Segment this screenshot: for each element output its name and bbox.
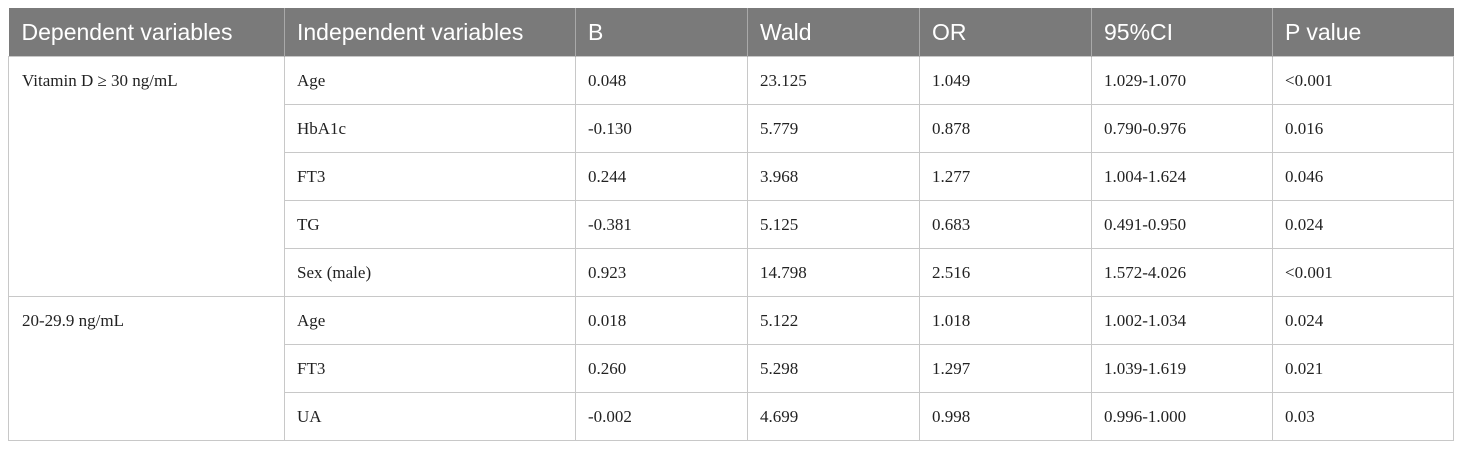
or-cell: 1.018 [919, 296, 1092, 345]
wald-cell: 4.699 [747, 392, 920, 441]
dependent-variable-cell: 20-29.9 ng/mL [8, 296, 285, 441]
p-value-cell: 0.046 [1272, 152, 1454, 201]
p-value-cell: 0.024 [1272, 200, 1454, 249]
wald-cell: 5.779 [747, 104, 920, 153]
independent-variable-cell: Sex (male) [284, 248, 576, 297]
wald-cell: 3.968 [747, 152, 920, 201]
b-cell: 0.018 [575, 296, 748, 345]
table-row: FT3 0.244 3.968 1.277 1.004-1.624 0.046 [9, 152, 1454, 201]
ci-cell: 1.004-1.624 [1091, 152, 1273, 201]
regression-table: Dependent variables Independent variable… [8, 8, 1454, 441]
wald-cell: 5.125 [747, 200, 920, 249]
header-row: Dependent variables Independent variable… [8, 8, 1454, 57]
or-cell: 0.998 [919, 392, 1092, 441]
p-value-cell: 0.024 [1272, 296, 1454, 345]
table-row: UA -0.002 4.699 0.998 0.996-1.000 0.03 [9, 392, 1454, 441]
independent-variable-cell: UA [284, 392, 576, 441]
b-cell: -0.381 [575, 200, 748, 249]
b-cell: 0.260 [575, 344, 748, 393]
b-cell: 0.923 [575, 248, 748, 297]
p-value-cell: 0.016 [1272, 104, 1454, 153]
dependent-variable-cell: Vitamin D ≥ 30 ng/mL [8, 56, 285, 297]
table-row: Vitamin D ≥ 30 ng/mL Age 0.048 23.125 1.… [8, 56, 1454, 297]
ci-cell: 1.002-1.034 [1091, 296, 1273, 345]
ci-cell: 1.572-4.026 [1091, 248, 1273, 297]
table-body: Vitamin D ≥ 30 ng/mL Age 0.048 23.125 1.… [8, 56, 1454, 441]
b-cell: -0.130 [575, 104, 748, 153]
header-95ci: 95%CI [1091, 8, 1273, 57]
table-row: Sex (male) 0.923 14.798 2.516 1.572-4.02… [9, 248, 1454, 297]
or-cell: 1.277 [919, 152, 1092, 201]
or-cell: 1.297 [919, 344, 1092, 393]
header-or: OR [919, 8, 1092, 57]
or-cell: 1.049 [919, 56, 1092, 105]
header-p-value: P value [1272, 8, 1454, 57]
header-wald: Wald [747, 8, 920, 57]
ci-cell: 0.996-1.000 [1091, 392, 1273, 441]
wald-cell: 14.798 [747, 248, 920, 297]
table-row: HbA1c -0.130 5.779 0.878 0.790-0.976 0.0… [9, 104, 1454, 153]
independent-variable-cell: Age [284, 56, 576, 105]
p-value-cell: <0.001 [1272, 248, 1454, 297]
or-cell: 0.683 [919, 200, 1092, 249]
independent-variable-cell: HbA1c [284, 104, 576, 153]
independent-variable-cell: FT3 [284, 152, 576, 201]
ci-cell: 1.039-1.619 [1091, 344, 1273, 393]
independent-variable-cell: Age [284, 296, 576, 345]
p-value-cell: 0.021 [1272, 344, 1454, 393]
independent-variable-cell: TG [284, 200, 576, 249]
ci-cell: 0.491-0.950 [1091, 200, 1273, 249]
header-independent-variables: Independent variables [284, 8, 576, 57]
b-cell: 0.244 [575, 152, 748, 201]
table-row: FT3 0.260 5.298 1.297 1.039-1.619 0.021 [9, 344, 1454, 393]
header-b: B [575, 8, 748, 57]
table-row: 20-29.9 ng/mL Age 0.018 5.122 1.018 1.00… [8, 296, 1454, 441]
or-cell: 0.878 [919, 104, 1092, 153]
wald-cell: 5.122 [747, 296, 920, 345]
p-value-cell: 0.03 [1272, 392, 1454, 441]
independent-variable-cell: FT3 [284, 344, 576, 393]
wald-cell: 5.298 [747, 344, 920, 393]
regression-table-container: Dependent variables Independent variable… [8, 8, 1454, 441]
table-row: TG -0.381 5.125 0.683 0.491-0.950 0.024 [9, 200, 1454, 249]
table-header: Dependent variables Independent variable… [8, 8, 1454, 57]
wald-cell: 23.125 [747, 56, 920, 105]
b-cell: 0.048 [575, 56, 748, 105]
ci-cell: 1.029-1.070 [1091, 56, 1273, 105]
p-value-cell: <0.001 [1272, 56, 1454, 105]
or-cell: 2.516 [919, 248, 1092, 297]
b-cell: -0.002 [575, 392, 748, 441]
ci-cell: 0.790-0.976 [1091, 104, 1273, 153]
header-dependent-variables: Dependent variables [8, 8, 285, 57]
